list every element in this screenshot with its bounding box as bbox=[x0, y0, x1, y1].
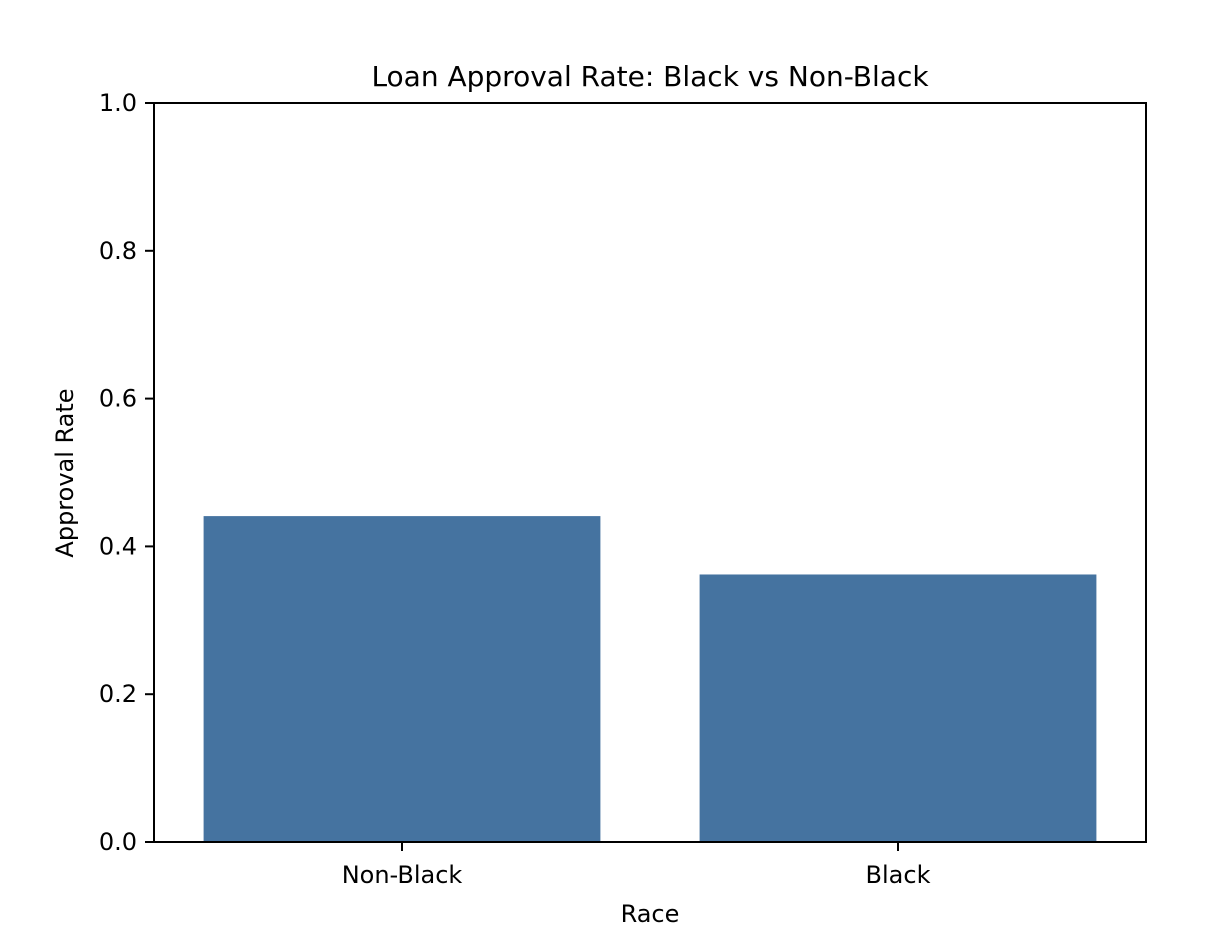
bar-black bbox=[699, 574, 1097, 842]
y-axis-label: Approval Rate bbox=[51, 388, 79, 557]
y-axis: 0.0 0.2 0.4 0.6 0.8 1.0 bbox=[99, 89, 154, 856]
y-tick-label: 0.4 bbox=[99, 532, 137, 560]
x-tick-label: Non-Black bbox=[342, 861, 463, 889]
plot-frame bbox=[153, 102, 1147, 843]
y-tick-label: 1.0 bbox=[99, 89, 137, 117]
y-tick-label: 0.2 bbox=[99, 680, 137, 708]
y-tick-label: 0.0 bbox=[99, 828, 137, 856]
y-tick-label: 0.6 bbox=[99, 385, 137, 413]
x-tick-label: Black bbox=[866, 861, 931, 889]
bar-non-black bbox=[203, 516, 601, 842]
chart-title: Loan Approval Rate: Black vs Non-Black bbox=[371, 60, 929, 93]
x-axis: Non-Black Black bbox=[342, 842, 931, 889]
bars-group bbox=[203, 516, 1097, 842]
x-axis-label: Race bbox=[621, 900, 680, 928]
y-tick-label: 0.8 bbox=[99, 237, 137, 265]
